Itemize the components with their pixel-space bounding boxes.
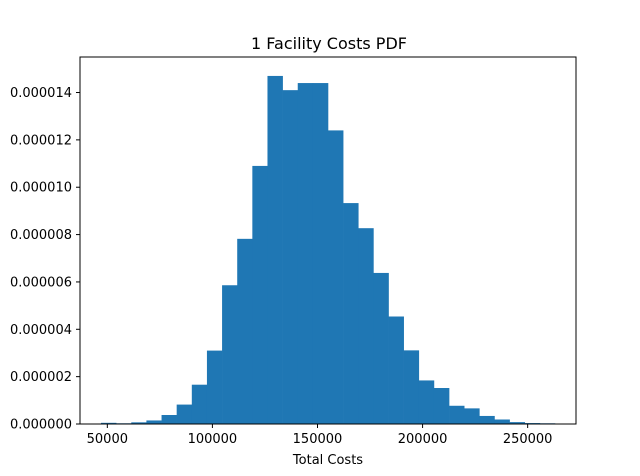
histogram-bar <box>373 272 389 424</box>
histogram-bar <box>388 316 404 424</box>
y-tick-label: 0.000012 <box>10 133 72 148</box>
histogram-bar <box>358 228 374 424</box>
y-tick-label: 0.000004 <box>10 323 72 338</box>
histogram-bar <box>191 384 208 424</box>
y-tick-label: 0.000014 <box>10 86 72 101</box>
y-axis: 0.000000 0.000002 0.000004 0.000006 0.000008… <box>10 86 80 433</box>
histogram-bar <box>297 83 314 425</box>
histogram-bar <box>176 404 193 424</box>
x-axis-label: Total Costs <box>292 453 363 468</box>
histogram-bar <box>161 415 177 424</box>
x-tick-label: 200000 <box>398 432 448 447</box>
histogram-bar <box>418 380 435 424</box>
histogram-bar <box>282 90 299 425</box>
y-tick-label: 0.000010 <box>10 181 72 196</box>
x-tick-label: 50000 <box>87 432 128 447</box>
histogram-bar <box>433 388 450 424</box>
histogram-bar <box>131 422 147 424</box>
histogram-bar <box>343 203 359 424</box>
histogram-bar <box>101 422 117 424</box>
histogram-bar <box>328 130 344 424</box>
y-tick-label: 0.000008 <box>10 228 72 243</box>
y-tick-label: 0.000002 <box>10 370 72 385</box>
histogram-bar <box>222 285 238 424</box>
histogram-bar <box>464 408 480 424</box>
x-tick-label: 150000 <box>293 432 343 447</box>
x-axis: 50000 100000 150000 200000 250000 <box>87 424 553 447</box>
histogram-bar <box>312 83 329 425</box>
x-tick-label: 250000 <box>503 432 553 447</box>
histogram-bar <box>267 75 283 424</box>
bars-group <box>101 75 556 425</box>
x-tick-label: 100000 <box>188 432 238 447</box>
histogram-bar <box>146 420 162 424</box>
y-tick-label: 0.000000 <box>10 418 72 433</box>
histogram-bar <box>206 350 223 424</box>
chart-title: 1 Facility Costs PDF <box>251 34 407 53</box>
histogram-bar <box>403 350 420 424</box>
histogram-bar <box>237 238 253 424</box>
histogram-bar <box>449 405 465 424</box>
histogram-bar <box>509 422 526 424</box>
histogram-bar <box>252 165 268 425</box>
plot-frame <box>79 56 577 425</box>
histogram-bar <box>479 415 495 424</box>
y-tick-label: 0.000006 <box>10 275 72 290</box>
histogram-bar <box>494 419 510 424</box>
